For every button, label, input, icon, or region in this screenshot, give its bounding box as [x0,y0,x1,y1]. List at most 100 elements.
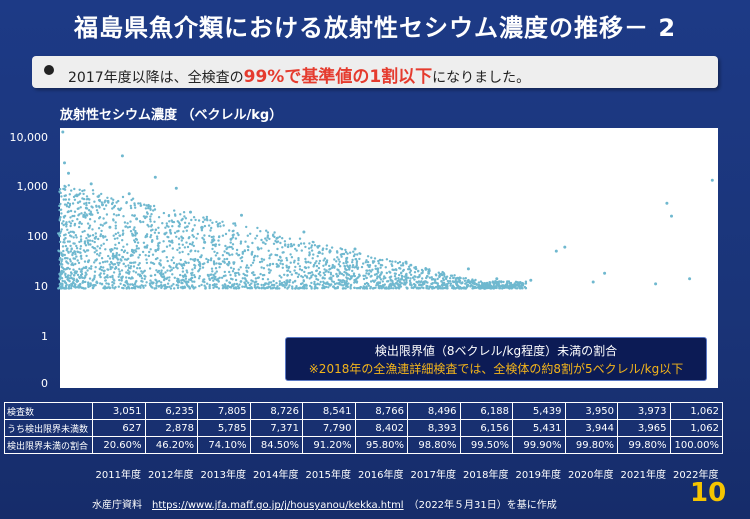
data-point [100,201,104,204]
data-point [317,266,321,270]
data-point [256,283,260,286]
data-point [78,275,81,279]
data-point [198,264,202,268]
data-point [338,260,341,263]
data-point [353,274,356,278]
data-point [379,263,382,267]
data-point [304,245,307,249]
data-point [325,244,329,247]
data-point [132,265,136,268]
data-point [454,287,457,290]
y-axis-label: 放射性セシウム濃度 （ベクレル/kg） [60,108,283,123]
data-point [122,262,126,265]
data-point [73,198,77,201]
data-point [259,230,262,233]
data-point [377,262,380,265]
data-point [401,264,404,267]
data-point [218,266,221,269]
data-point [91,206,94,209]
data-point [127,192,131,196]
row-header: 検出限界未満の割合 [4,436,93,454]
data-point [281,251,284,254]
data-point [144,275,147,278]
data-point [298,268,302,271]
data-point [198,275,201,278]
data-point [283,286,287,289]
data-point [416,276,419,279]
data-point [91,189,95,192]
data-point [378,282,381,285]
table-row: 検査数 3,051 6,235 7,805 8,726 8,541 8,766 8,496 6,… [4,402,723,420]
data-point [118,272,122,276]
data-point [432,278,435,281]
data-point [250,282,253,285]
data-point [458,287,461,290]
data-point [171,273,174,276]
data-point [85,249,89,252]
data-point [88,218,92,221]
data-point [182,230,185,233]
data-point [149,208,152,211]
data-point [149,234,153,237]
year-label: 2011年度 [95,470,141,481]
data-point [64,282,68,285]
data-point [332,274,335,278]
data-point [139,202,142,205]
data-point [139,204,142,207]
data-point [150,225,153,228]
fiscal-year-labels: 2011年度 2012年度 2013年度 2014年度 2015年度 2016年度 2017… [0,466,750,484]
data-point [58,204,61,208]
data-point [172,261,176,265]
data-point [104,235,107,238]
data-point [128,225,132,229]
data-point [83,240,87,243]
data-point [96,245,99,248]
data-point [125,258,129,261]
data-point [76,218,79,221]
data-point [72,195,76,199]
data-point [91,228,94,231]
data-point [234,278,238,282]
data-point [246,234,249,237]
data-point [385,280,389,283]
data-point [178,262,181,265]
data-point [183,286,187,289]
data-point [333,258,336,261]
data-point [61,263,64,266]
data-point [155,279,158,282]
data-point [135,247,139,250]
data-point [64,236,67,240]
data-point [113,204,117,208]
data-point [272,286,275,290]
data-point [106,200,109,203]
data-point [189,258,192,261]
data-point [241,250,244,254]
data-point [333,282,337,286]
year-label: 2021年度 [620,470,666,481]
data-point [117,241,121,245]
data-point [352,250,355,253]
data-point [337,269,340,272]
source-link[interactable]: https://www.jfa.maff.go.jp/j/housyanou/k… [152,500,404,511]
data-point [321,284,324,287]
table-cell: 5,431 [512,419,566,437]
data-point [342,262,345,265]
data-point [221,284,224,287]
data-point [177,243,181,246]
data-point [209,219,212,222]
data-point [95,205,98,208]
data-point [428,269,431,273]
data-point [343,279,346,283]
data-point [397,279,400,282]
data-point [137,263,140,267]
data-point [149,218,152,221]
data-point [127,276,131,280]
data-point [267,283,270,286]
data-point [421,277,424,280]
data-point [119,207,123,210]
data-point [227,264,230,267]
data-point [328,283,331,286]
data-point [113,247,117,250]
data-point [316,282,319,285]
data-point [75,278,79,281]
